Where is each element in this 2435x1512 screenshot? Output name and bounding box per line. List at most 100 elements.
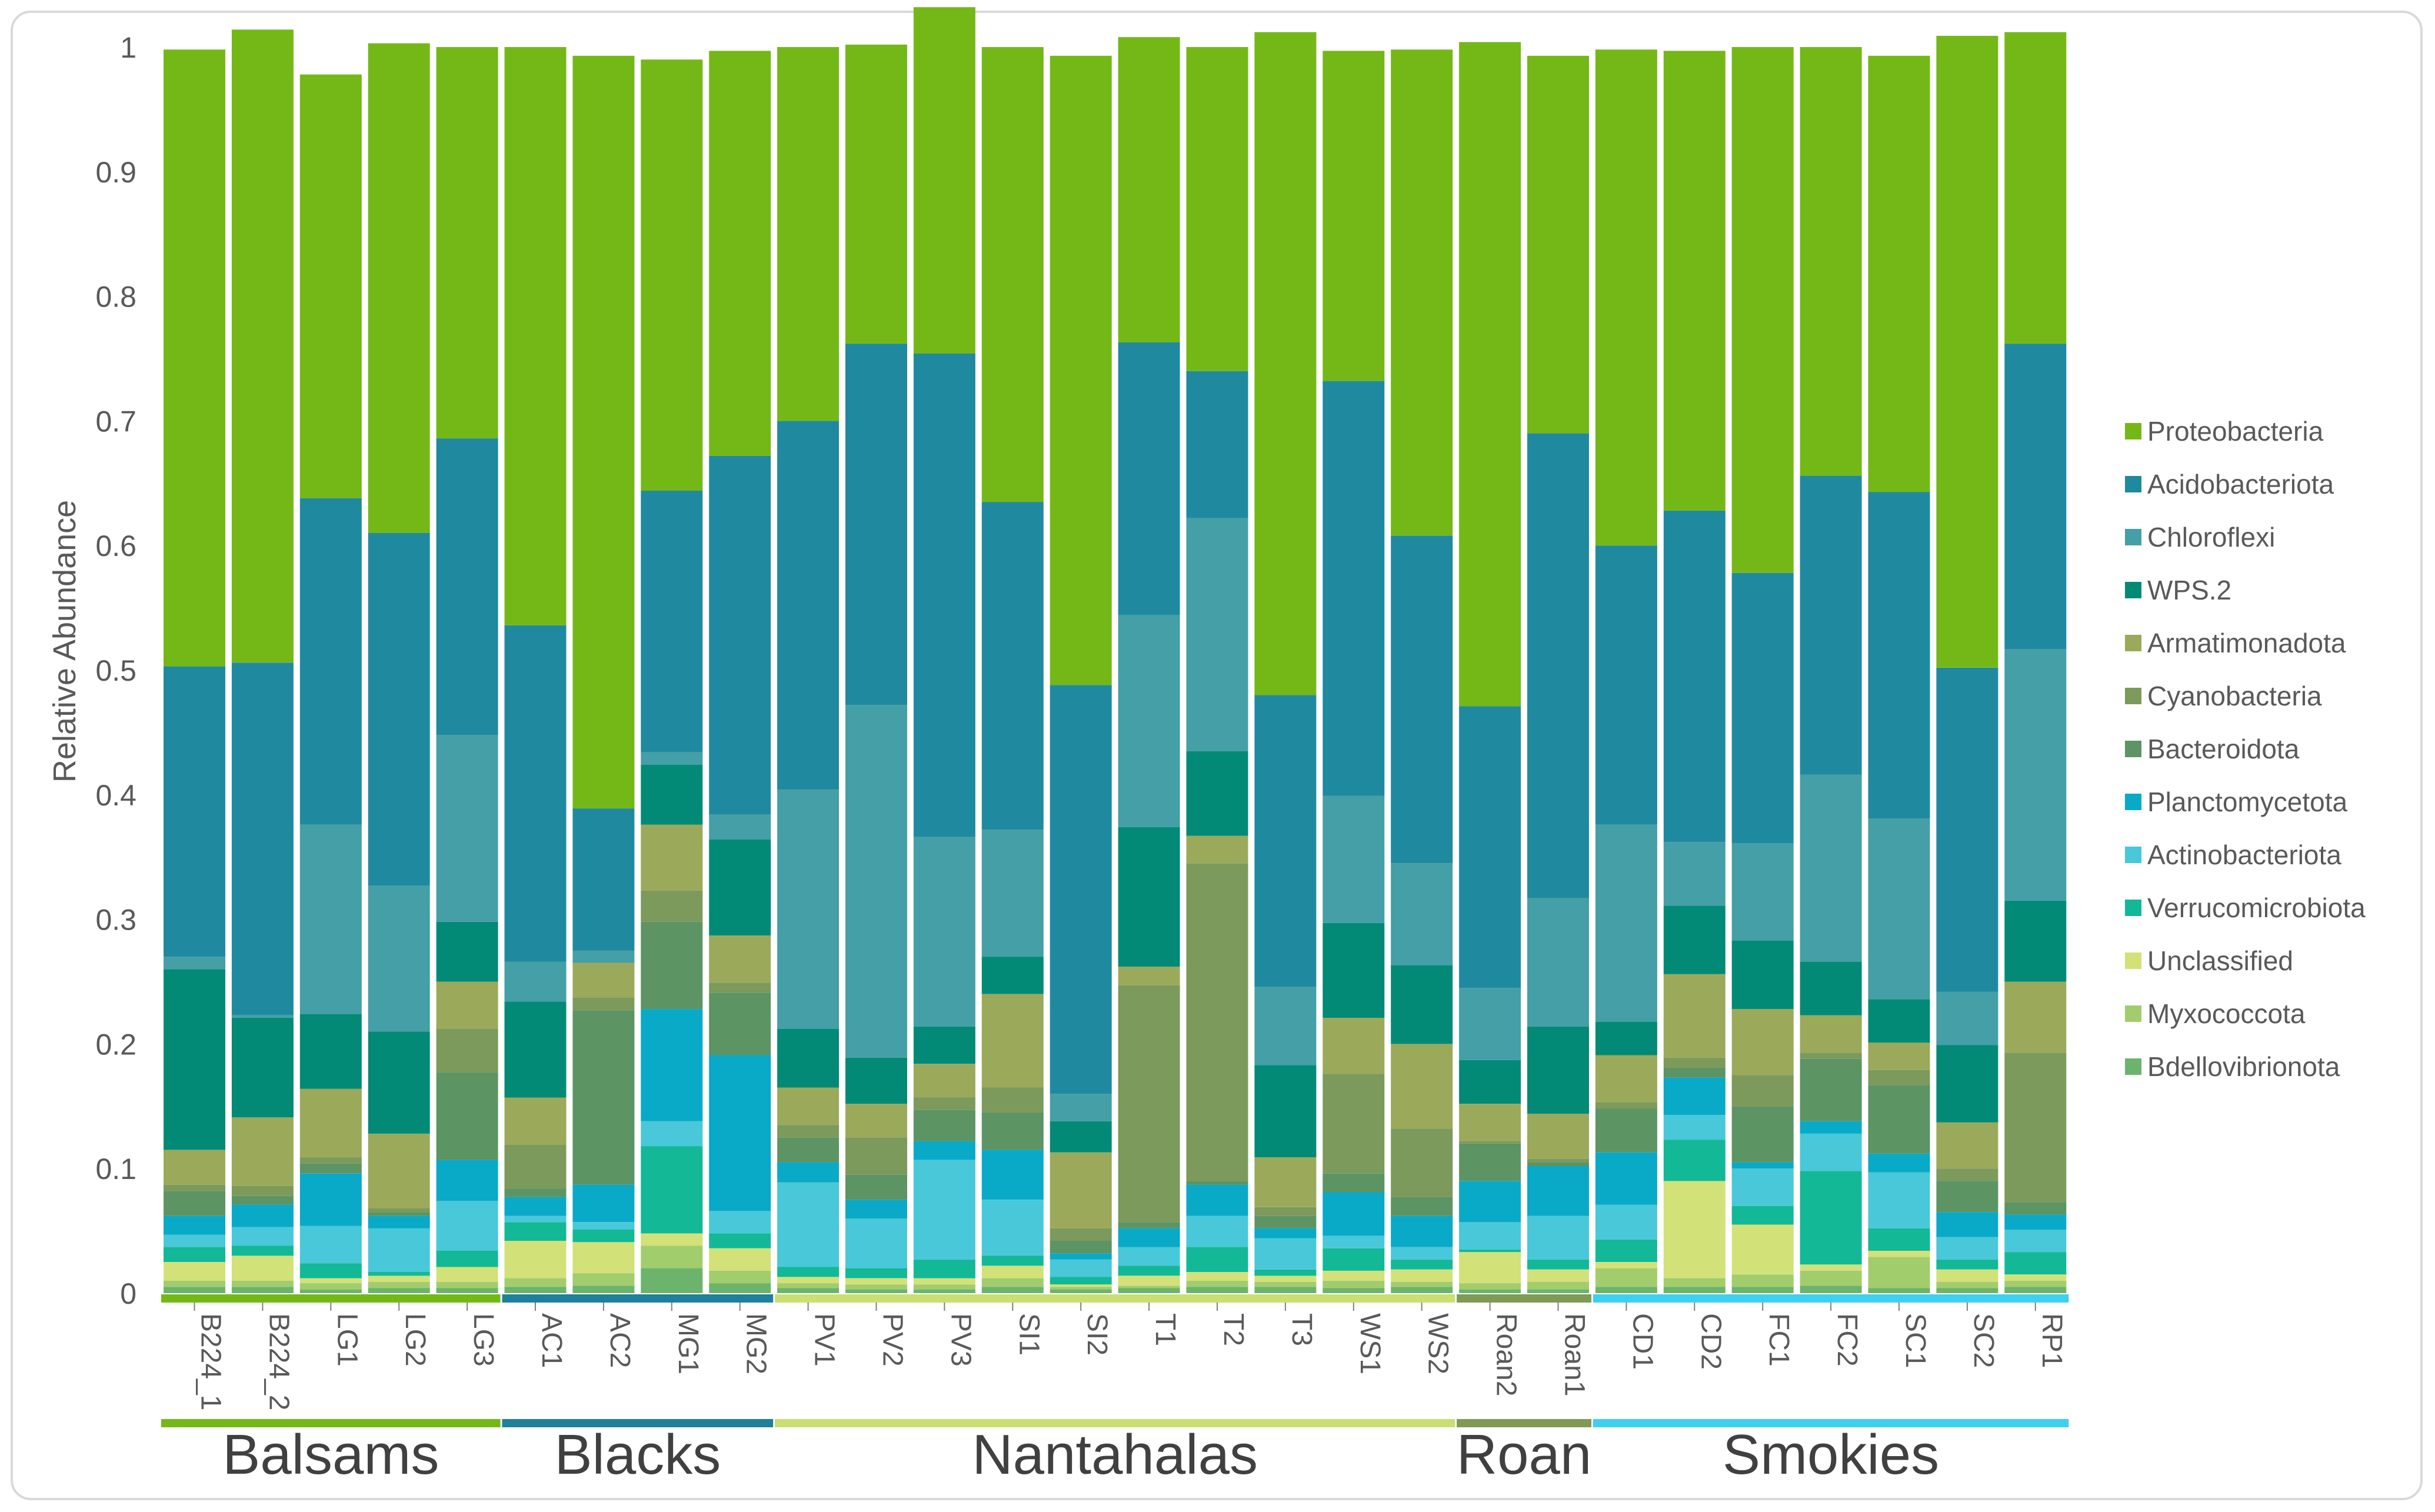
bar-segment	[709, 1270, 771, 1284]
legend-swatch	[2125, 582, 2141, 598]
bar-segment	[231, 1204, 294, 1227]
x-tick-label: Roan1	[1559, 1313, 1590, 1396]
bar-segment	[299, 1225, 362, 1264]
bar-segment	[1050, 1094, 1112, 1121]
bar-segment	[1663, 1278, 1726, 1287]
bar-segment	[1936, 1122, 1998, 1169]
bar-segment	[981, 1087, 1044, 1113]
bar-segment	[1254, 1228, 1317, 1238]
bar-segment	[164, 49, 225, 667]
legend-label: Bacteroidota	[2147, 734, 2300, 764]
bar-segment	[1731, 1287, 1794, 1293]
bar-segment	[709, 814, 771, 840]
bar-segment	[572, 950, 635, 963]
bar-segment	[1118, 37, 1180, 343]
bar-segment	[981, 1265, 1044, 1278]
bar-segment	[2004, 1230, 2067, 1253]
bar-segment	[299, 1157, 362, 1164]
bar-segment	[1186, 371, 1248, 518]
bar-segment	[777, 1283, 840, 1288]
bar-segment	[1459, 1141, 1521, 1144]
y-tick-label: 0.1	[95, 1153, 136, 1185]
bar-segment	[1936, 1281, 1998, 1288]
x-tick-label: T3	[1286, 1313, 1317, 1346]
bar-segment	[299, 1283, 362, 1290]
bar-segment	[1459, 1104, 1521, 1141]
bar-segment	[299, 1278, 362, 1284]
bar-segment	[368, 1215, 430, 1228]
bar-segment	[641, 1009, 703, 1121]
bar-segment	[1527, 1166, 1589, 1216]
bar-segment	[709, 1248, 771, 1271]
bar-segment	[1868, 1172, 1930, 1228]
bar-segment	[913, 354, 975, 837]
bar-segment	[1323, 1235, 1385, 1248]
group-labels: Balsams Blacks Nantahalas Roan Smokies	[161, 1294, 2069, 1486]
y-tick-label: 0.6	[95, 529, 136, 562]
bar-segment	[231, 1287, 294, 1293]
bar-segment	[1868, 1251, 1930, 1257]
x-tick-label: PV1	[809, 1313, 840, 1367]
bar-segment	[436, 735, 498, 922]
bar-segment	[1663, 1115, 1726, 1140]
bar-segment	[1868, 1070, 1930, 1085]
bar-segment	[845, 1104, 907, 1138]
bar-segment	[845, 1289, 907, 1293]
bar-segment	[299, 1088, 362, 1158]
group-strip-top	[161, 1294, 501, 1303]
bar-segment	[913, 1064, 975, 1098]
bar-segment	[1527, 1281, 1589, 1290]
bar-segment	[1459, 706, 1521, 988]
bar-segment	[913, 1160, 975, 1260]
bar-segment	[2004, 1252, 2067, 1275]
legend-label: Planctomycetota	[2147, 787, 2347, 817]
legend-label: Actinobacteriota	[2147, 840, 2341, 870]
bar-segment	[1936, 1212, 1998, 1237]
bar-segment	[913, 1026, 975, 1064]
bar-segment	[1254, 1065, 1317, 1158]
bar-segment	[1936, 667, 1998, 992]
bar-segment	[641, 765, 703, 825]
bar-segment	[1391, 1044, 1453, 1129]
bar-segment	[1527, 433, 1589, 898]
legend-swatch	[2125, 1005, 2141, 1022]
bar-segment	[1186, 1184, 1248, 1216]
bar-segment	[299, 1263, 362, 1278]
bar-segment	[1391, 1128, 1453, 1197]
bar-segment	[504, 1287, 567, 1293]
bar-segment	[1527, 1215, 1589, 1260]
bar-segment	[1323, 923, 1385, 1018]
group-label: Smokies	[1723, 1423, 1939, 1486]
x-tick-label: FC1	[1763, 1313, 1794, 1367]
bar-segment	[1118, 1265, 1180, 1276]
bar-segment	[913, 1278, 975, 1285]
bar-segment	[1595, 1055, 1657, 1103]
bar-segment	[368, 1031, 430, 1134]
bar-segment	[913, 1110, 975, 1141]
bar-segment	[981, 47, 1044, 502]
bar-segment	[164, 1262, 225, 1281]
x-tick-label: AC1	[536, 1313, 567, 1368]
bar-segment	[1868, 492, 1930, 818]
bar-segment	[1118, 615, 1180, 827]
bar-segment	[368, 533, 430, 886]
bar-segment	[1118, 967, 1180, 985]
bar-segment	[436, 438, 498, 735]
bar-segment	[1663, 1067, 1726, 1078]
legend-label: Acidobacteriota	[2147, 469, 2334, 499]
bar-segment	[1323, 1017, 1385, 1074]
bar-segment	[1731, 940, 1794, 1010]
x-tick-label: B224_2	[263, 1313, 294, 1411]
x-tick-label: LG1	[331, 1313, 362, 1367]
bar-segment	[164, 957, 225, 970]
bar-segment	[1254, 1215, 1317, 1228]
bar-segment	[1186, 1287, 1248, 1293]
bar-segment	[981, 1287, 1044, 1293]
bar-segment	[572, 1222, 635, 1230]
bar-segment	[1186, 863, 1248, 1181]
bar-segment	[1731, 572, 1794, 844]
bar-segment	[1663, 1140, 1726, 1181]
bar-segment	[504, 1197, 567, 1216]
bar-segment	[1254, 987, 1317, 1065]
